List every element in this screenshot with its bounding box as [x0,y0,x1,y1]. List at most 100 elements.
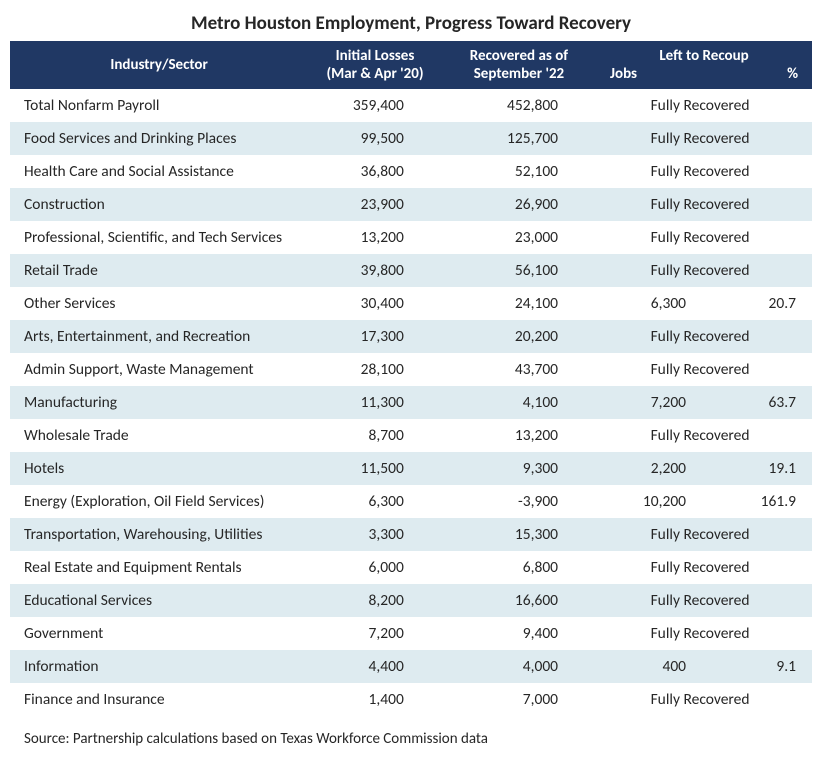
cell-recovered: -3,900 [442,485,596,518]
cell-industry: Transportation, Warehousing, Utilities [10,518,308,551]
cell-left-recoup: Fully Recovered [596,617,812,650]
cell-losses: 11,500 [308,452,442,485]
losses-line1: Initial Losses [314,47,436,65]
fully-recovered-label: Fully Recovered [596,261,804,280]
employment-table: Industry/Sector Initial Losses (Mar & Ap… [10,41,812,716]
fully-recovered-label: Fully Recovered [596,558,804,577]
cell-left-pct: 20.7 [736,294,796,313]
cell-industry: Hotels [10,452,308,485]
table-row: Real Estate and Equipment Rentals6,0006,… [10,551,812,584]
cell-recovered: 125,700 [442,122,596,155]
cell-left-jobs: 7,200 [596,393,686,412]
cell-losses: 7,200 [308,617,442,650]
cell-left-jobs: 6,300 [596,294,686,313]
cell-left-recoup: Fully Recovered [596,254,812,287]
header-row: Industry/Sector Initial Losses (Mar & Ap… [10,42,812,88]
cell-left-pct: 19.1 [736,459,796,478]
cell-industry: Government [10,617,308,650]
cell-left-recoup: 6,300 20.7 [596,287,812,320]
cell-left-recoup: Fully Recovered [596,551,812,584]
cell-left-recoup: Fully Recovered [596,88,812,122]
cell-left-recoup: Fully Recovered [596,353,812,386]
cell-left-recoup: Fully Recovered [596,584,812,617]
fully-recovered-label: Fully Recovered [596,228,804,247]
cell-industry: Retail Trade [10,254,308,287]
cell-industry: Real Estate and Equipment Rentals [10,551,308,584]
fully-recovered-label: Fully Recovered [596,624,804,643]
table-row: Other Services30,40024,1006,30020.7 [10,287,812,320]
cell-left-jobs: 2,200 [596,459,686,478]
cell-left-recoup: Fully Recovered [596,188,812,221]
table-row: Energy (Exploration, Oil Field Services)… [10,485,812,518]
cell-losses: 28,100 [308,353,442,386]
cell-industry: Manufacturing [10,386,308,419]
cell-recovered: 15,300 [442,518,596,551]
cell-industry: Arts, Entertainment, and Recreation [10,320,308,353]
table-row: Food Services and Drinking Places99,5001… [10,122,812,155]
cell-industry: Energy (Exploration, Oil Field Services) [10,485,308,518]
fully-recovered-label: Fully Recovered [596,162,804,181]
table-body: Total Nonfarm Payroll359,400452,800Fully… [10,88,812,716]
cell-industry: Construction [10,188,308,221]
cell-left-recoup: Fully Recovered [596,320,812,353]
fully-recovered-label: Fully Recovered [596,195,804,214]
table-row: Information4,4004,0004009.1 [10,650,812,683]
cell-recovered: 4,000 [442,650,596,683]
cell-losses: 3,300 [308,518,442,551]
cell-losses: 1,400 [308,683,442,716]
col-left-recoup: Left to Recoup Jobs % [596,42,812,88]
cell-industry: Finance and Insurance [10,683,308,716]
left-recoup-jobs: Jobs [610,65,637,83]
cell-left-recoup: Fully Recovered [596,122,812,155]
col-losses: Initial Losses (Mar & Apr '20) [308,42,442,88]
cell-recovered: 4,100 [442,386,596,419]
cell-left-recoup: Fully Recovered [596,683,812,716]
cell-losses: 8,200 [308,584,442,617]
recovered-line1: Recovered as of [448,47,590,65]
cell-losses: 6,300 [308,485,442,518]
fully-recovered-label: Fully Recovered [596,426,804,445]
left-recoup-title: Left to Recoup [602,47,806,65]
table-row: Arts, Entertainment, and Recreation17,30… [10,320,812,353]
fully-recovered-label: Fully Recovered [596,129,804,148]
table-row: Government7,2009,400Fully Recovered [10,617,812,650]
cell-industry: Food Services and Drinking Places [10,122,308,155]
cell-industry: Total Nonfarm Payroll [10,88,308,122]
cell-losses: 359,400 [308,88,442,122]
cell-recovered: 52,100 [442,155,596,188]
cell-recovered: 23,000 [442,221,596,254]
col-industry: Industry/Sector [10,42,308,88]
cell-left-recoup: Fully Recovered [596,518,812,551]
recovered-line2: September '22 [448,65,590,83]
cell-losses: 36,800 [308,155,442,188]
col-recovered: Recovered as of September '22 [442,42,596,88]
cell-recovered: 6,800 [442,551,596,584]
cell-recovered: 56,100 [442,254,596,287]
cell-losses: 99,500 [308,122,442,155]
cell-recovered: 20,200 [442,320,596,353]
cell-recovered: 9,400 [442,617,596,650]
cell-recovered: 452,800 [442,88,596,122]
cell-recovered: 13,200 [442,419,596,452]
source-note: Source: Partnership calculations based o… [10,716,812,748]
cell-losses: 39,800 [308,254,442,287]
cell-recovered: 24,100 [442,287,596,320]
table-row: Health Care and Social Assistance36,8005… [10,155,812,188]
table-row: Transportation, Warehousing, Utilities3,… [10,518,812,551]
fully-recovered-label: Fully Recovered [596,591,804,610]
cell-losses: 4,400 [308,650,442,683]
cell-losses: 6,000 [308,551,442,584]
cell-left-jobs: 10,200 [596,492,686,511]
cell-industry: Information [10,650,308,683]
cell-losses: 23,900 [308,188,442,221]
cell-recovered: 43,700 [442,353,596,386]
cell-left-recoup: Fully Recovered [596,419,812,452]
cell-left-jobs: 400 [596,657,686,676]
cell-industry: Professional, Scientific, and Tech Servi… [10,221,308,254]
cell-recovered: 16,600 [442,584,596,617]
cell-industry: Other Services [10,287,308,320]
cell-losses: 8,700 [308,419,442,452]
losses-line2: (Mar & Apr '20) [314,65,436,83]
cell-left-recoup: 10,200 161.9 [596,485,812,518]
cell-left-pct: 161.9 [736,492,796,511]
